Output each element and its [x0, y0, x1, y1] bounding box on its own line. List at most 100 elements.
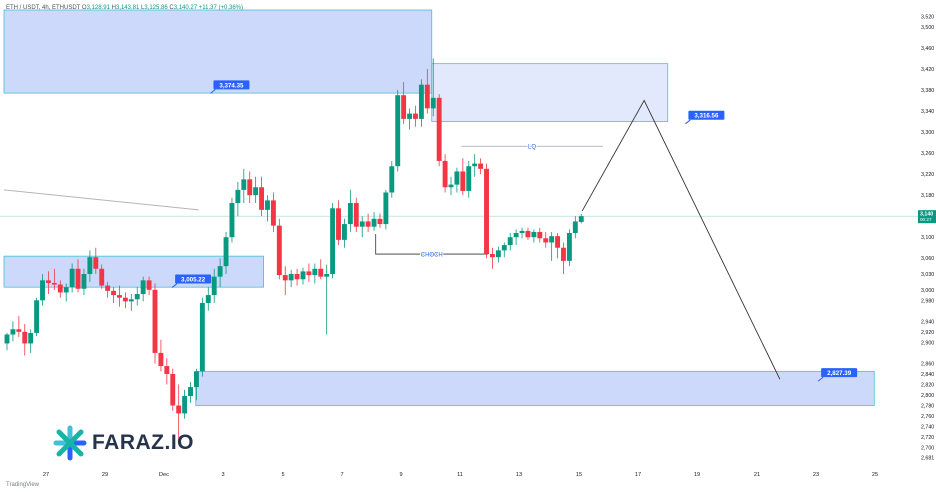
candle	[495, 246, 501, 263]
candle	[472, 154, 478, 177]
lines-layer	[0, 99, 918, 380]
level-label-box	[688, 110, 725, 120]
y-tick-label: 2,840	[921, 372, 934, 378]
y-tick-label: 3,030	[921, 272, 934, 278]
y-tick-label: 2,980	[921, 298, 934, 304]
candle	[81, 268, 87, 296]
candle	[306, 263, 312, 282]
candle-body	[395, 95, 401, 167]
candle-body	[478, 163, 484, 169]
candle-body	[247, 179, 253, 196]
candle-body	[223, 237, 229, 267]
lq-label: LQ	[528, 145, 536, 151]
candle	[235, 181, 241, 217]
y-tick-label: 2,900	[921, 340, 934, 346]
candle-body	[484, 168, 489, 255]
candle-body	[513, 233, 519, 238]
level-label-box	[821, 368, 858, 378]
candle	[265, 195, 270, 222]
candle-body	[377, 218, 383, 225]
brand-name: FARAZ.IO	[92, 431, 194, 454]
high-value: 3,143.81	[115, 5, 140, 11]
candle	[489, 247, 495, 269]
candle-body	[241, 179, 247, 190]
candle	[537, 227, 543, 243]
close-value: 3,140.27	[173, 5, 198, 11]
y-tick-label: 2,700	[921, 446, 934, 452]
candle	[40, 274, 45, 306]
x-tick-label: 19	[694, 472, 700, 478]
candle	[531, 229, 537, 243]
candle	[22, 323, 28, 356]
candle	[122, 292, 128, 309]
candle	[176, 384, 182, 443]
candle-body	[424, 84, 430, 109]
candle	[418, 79, 424, 127]
candle-body	[347, 203, 353, 225]
candle	[383, 189, 389, 230]
candle	[34, 297, 40, 337]
candle-body	[519, 230, 525, 234]
candle-body	[81, 274, 87, 289]
candle-body	[217, 266, 223, 277]
y-tick-label: 2,940	[921, 319, 934, 325]
candle	[182, 389, 188, 419]
candle-body	[418, 84, 424, 119]
candle	[164, 358, 170, 385]
candle	[117, 285, 122, 307]
candle-body	[365, 221, 371, 227]
candle	[63, 283, 69, 302]
level-label-box	[213, 80, 250, 90]
candle-body	[69, 268, 75, 288]
candle	[347, 189, 353, 232]
candle-body	[45, 280, 51, 283]
candle	[572, 216, 578, 239]
candle-body	[566, 233, 572, 261]
x-tick-label: 27	[43, 472, 49, 478]
candle-body	[448, 184, 454, 188]
candle	[270, 192, 276, 232]
candle	[10, 321, 16, 342]
candle	[259, 176, 265, 217]
candle-body	[525, 230, 531, 238]
candle	[276, 218, 282, 280]
candle-body	[359, 221, 365, 227]
y-tick-label: 2,720	[921, 435, 934, 441]
candle	[407, 108, 413, 130]
candle-body	[489, 254, 495, 258]
candle-body	[235, 189, 241, 204]
candle	[199, 297, 205, 377]
projection-path	[581, 99, 781, 380]
candle-body	[454, 171, 460, 185]
candle	[229, 197, 235, 243]
candle	[223, 231, 229, 275]
level-label-pointer	[685, 119, 691, 125]
candle-body	[276, 225, 282, 276]
candle	[51, 268, 57, 290]
candle	[324, 264, 330, 335]
candle-body	[152, 289, 158, 353]
y-tick-label: 2,860	[921, 361, 934, 367]
candle-body	[413, 113, 418, 119]
candle	[300, 267, 306, 285]
candle	[28, 329, 34, 353]
candle	[543, 231, 549, 248]
candle	[555, 233, 561, 259]
candle	[247, 171, 253, 204]
symbol-header: ETH / USDT, 4h, ETHUSDT O3,128.91 H3,143…	[6, 5, 243, 11]
candle	[330, 203, 336, 279]
candle-body	[22, 331, 28, 344]
candle-body	[111, 290, 117, 296]
candle-body	[318, 268, 324, 277]
candle-body	[336, 208, 341, 240]
candle	[389, 160, 395, 198]
candle-body	[282, 275, 288, 281]
candle-body	[442, 160, 448, 188]
candle-body	[353, 203, 359, 227]
y-tick-label: 2,780	[921, 404, 934, 410]
candle-body	[401, 95, 407, 119]
candle	[205, 287, 211, 311]
candle-body	[211, 276, 217, 296]
candle-body	[324, 274, 330, 277]
